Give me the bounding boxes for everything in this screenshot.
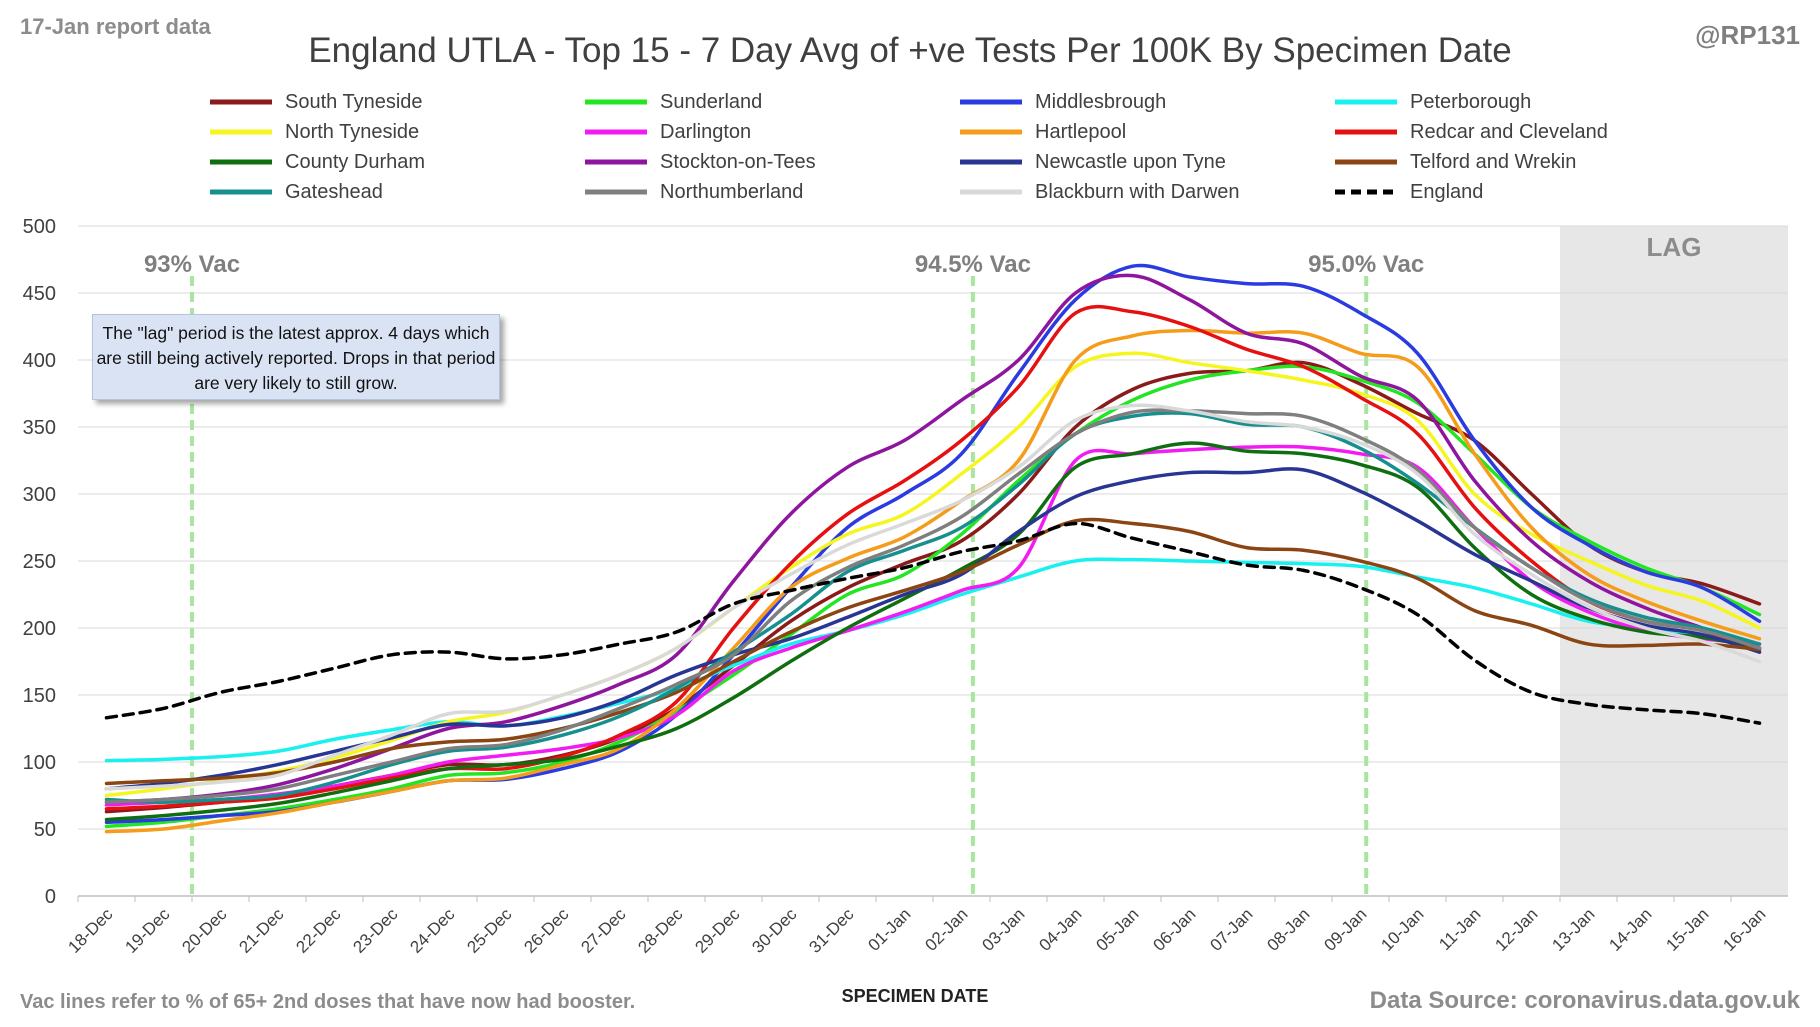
vac-line-label: 94.5% Vac <box>915 251 1031 278</box>
x-tick-label: 03-Jan <box>978 905 1028 955</box>
legend-item-label: Hartlepool <box>1035 121 1126 143</box>
x-tick-label: 04-Jan <box>1035 905 1085 955</box>
legend-item-label: Stockton-on-Tees <box>660 151 816 173</box>
series-line <box>104 521 1762 725</box>
x-tick-label: 21-Dec <box>235 904 288 957</box>
x-tick-label: 09-Jan <box>1320 905 1370 955</box>
x-tick-label: 22-Dec <box>292 904 345 957</box>
series-line <box>104 467 1762 791</box>
y-tick-label: 250 <box>23 551 56 573</box>
legend-item-label: Newcastle upon Tyne <box>1035 151 1226 173</box>
x-tick-label: 05-Jan <box>1092 905 1142 955</box>
x-tick-label: 18-Dec <box>64 904 117 957</box>
x-tick-label: 26-Dec <box>520 904 573 957</box>
series-line <box>104 403 1762 791</box>
x-tick-label: 15-Jan <box>1662 905 1712 955</box>
vac-footnote: Vac lines refer to % of 65+ 2nd doses th… <box>20 991 635 1013</box>
legend-item-label: Blackburn with Darwen <box>1035 181 1240 203</box>
legend-item-label: Telford and Wrekin <box>1410 151 1576 173</box>
x-tick-label: 29-Dec <box>691 904 744 957</box>
legend-item-label: England <box>1410 181 1483 203</box>
legend-item-label: County Durham <box>285 151 425 173</box>
legend-item-label: Gateshead <box>285 181 383 203</box>
x-tick-label: 31-Dec <box>805 904 858 957</box>
legend-item-label: Redcar and Cleveland <box>1410 121 1608 143</box>
x-tick-label: 23-Dec <box>349 904 402 957</box>
x-tick-label: 14-Jan <box>1605 905 1655 955</box>
x-tick-label: 02-Jan <box>921 905 971 955</box>
y-tick-label: 300 <box>23 484 56 506</box>
legend-item-label: Sunderland <box>660 91 762 113</box>
x-tick-label: 28-Dec <box>634 904 687 957</box>
y-tick-label: 0 <box>45 886 56 908</box>
chart-legend: South Tyneside Sunderland Middlesbrough Pet… <box>210 91 1608 203</box>
x-tick-label: 27-Dec <box>577 904 630 957</box>
legend-item-label: Darlington <box>660 121 751 143</box>
y-tick-label: 200 <box>23 618 56 640</box>
vac-line-label: 95.0% Vac <box>1308 251 1424 278</box>
series-line <box>104 411 1762 804</box>
x-tick-label: 01-Jan <box>864 905 914 955</box>
x-tick-label: 16-Jan <box>1719 905 1769 955</box>
series-line <box>104 408 1762 804</box>
x-tick-label: 11-Jan <box>1435 905 1484 954</box>
lag-label: LAG <box>1647 232 1702 262</box>
legend-item-label: North Tyneside <box>285 121 419 143</box>
lag-note-box: The "lag" period is the latest approx. 4… <box>92 314 500 400</box>
y-tick-label: 50 <box>34 819 56 841</box>
chart-title: England UTLA - Top 15 - 7 Day Avg of +ve… <box>308 31 1511 70</box>
x-tick-label: 08-Jan <box>1263 905 1313 955</box>
y-tick-label: 450 <box>23 283 56 305</box>
x-tick-label: 07-Jan <box>1206 905 1256 955</box>
data-source-label: Data Source: coronavirus.data.gov.uk <box>1370 987 1801 1014</box>
x-tick-label: 24-Dec <box>406 904 459 957</box>
y-tick-label: 100 <box>23 752 56 774</box>
x-tick-label: 30-Dec <box>748 904 801 957</box>
x-tick-label: 06-Jan <box>1149 905 1199 955</box>
x-axis-title: SPECIMEN DATE <box>842 986 989 1006</box>
y-tick-label: 400 <box>23 350 56 372</box>
x-tick-label: 25-Dec <box>463 904 516 957</box>
series-line <box>104 351 1762 798</box>
x-tick-label: 13-Jan <box>1548 905 1598 955</box>
y-tick-label: 500 <box>23 216 56 238</box>
legend-item-label: South Tyneside <box>285 91 423 113</box>
legend-item-label: Peterborough <box>1410 91 1531 113</box>
y-tick-label: 150 <box>23 685 56 707</box>
series-line <box>104 557 1762 763</box>
author-handle: @RP131 <box>1695 20 1800 50</box>
vac-line-label: 93% Vac <box>144 251 240 278</box>
report-date-label: 17-Jan report data <box>20 14 211 39</box>
series-line <box>104 328 1762 834</box>
series-line <box>104 304 1762 811</box>
y-tick-label: 350 <box>23 417 56 439</box>
x-tick-label: 10-Jan <box>1377 905 1427 955</box>
legend-item-label: Northumberland <box>660 181 803 203</box>
x-tick-label: 19-Dec <box>121 904 174 957</box>
x-tick-label: 20-Dec <box>178 904 231 957</box>
series-line <box>104 517 1762 786</box>
x-tick-label: 12-Jan <box>1491 905 1541 955</box>
legend-item-label: Middlesbrough <box>1035 91 1166 113</box>
